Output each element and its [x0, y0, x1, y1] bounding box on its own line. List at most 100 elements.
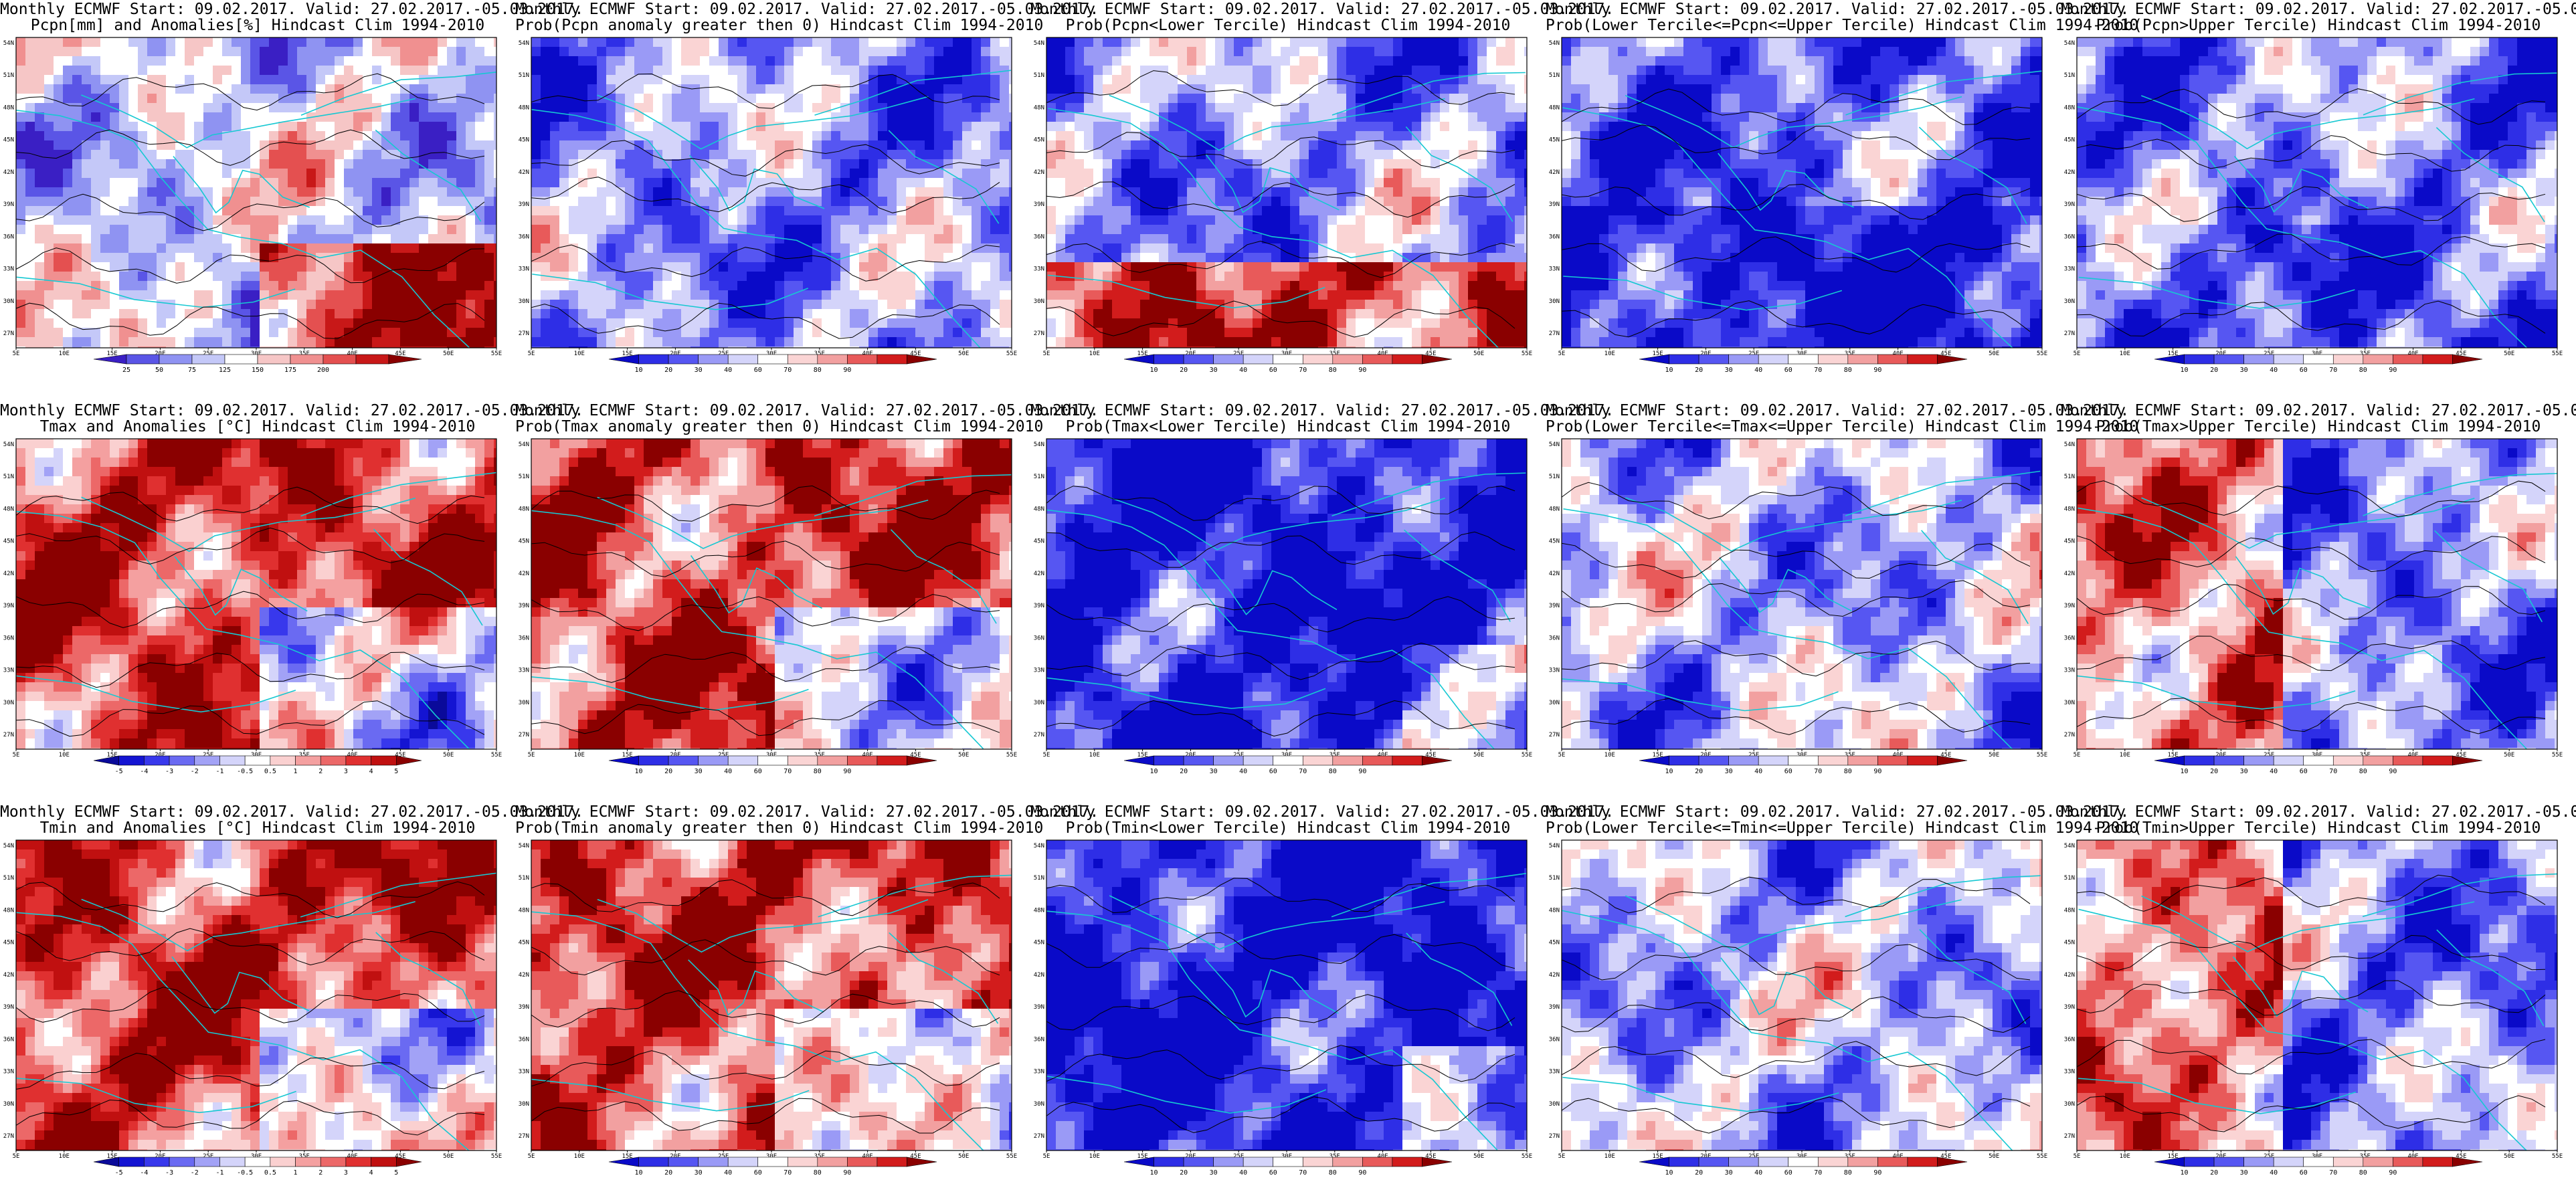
lon-tick-label: 25E	[2264, 752, 2274, 759]
colorbar-label: 80	[1844, 768, 1852, 775]
colorbar: 10 20 30 40 60 70 80 90	[1123, 1157, 1453, 1177]
lat-tick-label: 33N	[1549, 668, 1560, 674]
lon-tick-label: 55E	[1522, 752, 1532, 759]
lon-tick-label: 45E	[2456, 752, 2466, 759]
lon-tick-label: 15E	[2167, 1153, 2178, 1160]
colorbar-label: 20	[664, 367, 672, 374]
lat-tick-label: 36N	[2064, 635, 2075, 641]
lon-tick-label: 45E	[1425, 1153, 1436, 1160]
lat-tick-label: 33N	[2064, 266, 2075, 273]
lat-tick-label: 45N	[3, 137, 14, 144]
lon-tick-label: 25E	[718, 752, 729, 759]
lat-tick-label: 54N	[3, 40, 14, 47]
lat-tick-label: 27N	[2064, 330, 2075, 337]
lon-tick-label: 10E	[59, 752, 70, 759]
lat-tick-label: 51N	[3, 474, 14, 480]
lat-tick-label: 39N	[1034, 201, 1044, 208]
lat-tick-label: 51N	[1549, 875, 1560, 882]
lat-tick-label: 42N	[1549, 972, 1560, 979]
colorbar-label: 20	[664, 768, 672, 775]
lon-tick-label: 15E	[622, 1153, 632, 1160]
lon-tick-label: 45E	[910, 1153, 921, 1160]
lon-tick-label: 40E	[862, 1153, 872, 1160]
lat-tick-label: 39N	[1034, 1004, 1044, 1011]
lat-tick-label: 39N	[1549, 1004, 1560, 1011]
lat-tick-label: 45N	[1034, 940, 1044, 946]
lon-tick-label: 35E	[2360, 752, 2371, 759]
precip-probability-map: 5E 10E 15E 20E 25E 30E 35E 40E 45E 50E 55E 54N 51N 48…	[2064, 37, 2563, 374]
lon-tick-label: 40E	[1892, 350, 1903, 357]
lon-tick-label: 15E	[2167, 752, 2178, 759]
shaded-field	[531, 37, 1012, 348]
colorbar-label: 40	[724, 1169, 732, 1177]
lon-tick-label: 10E	[1604, 350, 1615, 357]
lat-tick-label: 51N	[1034, 474, 1044, 480]
lat-tick-label: 48N	[1549, 907, 1560, 914]
shaded-field	[531, 439, 1012, 749]
colorbar: -5 -4 -3 -2 -1 -0.5 0.5 1 2 3 4 5	[93, 1157, 422, 1177]
colorbar-label: -0.5	[237, 768, 253, 775]
panel-title-run: Monthly ECMWF Start: 09.02.2017. Valid: …	[0, 1, 583, 17]
colorbar: 10 20 30 40 60 70 80 90	[1123, 354, 1453, 374]
lon-tick-label: 40E	[347, 1153, 357, 1160]
lat-tick-label: 48N	[1034, 907, 1044, 914]
shaded-field	[1046, 840, 1527, 1150]
contour-overlay	[1562, 482, 2031, 735]
lon-tick-label: 50E	[958, 350, 969, 357]
lat-tick-label: 42N	[519, 571, 529, 577]
lon-tick-label: 10E	[574, 1153, 585, 1160]
lon-tick-label: 15E	[1137, 752, 1147, 759]
lon-tick-label: 20E	[670, 350, 680, 357]
lat-tick-label: 30N	[1549, 1101, 1560, 1108]
colorbar-label: 20	[2210, 768, 2218, 775]
lon-tick-label: 20E	[155, 752, 165, 759]
lon-tick-label: 15E	[1652, 350, 1663, 357]
lon-tick-label: 55E	[2552, 1153, 2563, 1160]
colorbar-label: -5	[115, 768, 123, 775]
lat-tick-label: 36N	[3, 233, 14, 240]
lat-tick-label: 51N	[3, 875, 14, 882]
lat-tick-label: 39N	[1549, 201, 1560, 208]
lon-tick-label: 45E	[2456, 350, 2466, 357]
colorbar-label: 40	[2270, 1169, 2278, 1177]
lon-tick-label: 50E	[958, 752, 969, 759]
lon-tick-label: 30E	[1797, 752, 1807, 759]
lon-tick-label: 30E	[766, 752, 777, 759]
panel-title-run: Monthly ECMWF Start: 09.02.2017. Valid: …	[1030, 403, 1614, 419]
lon-tick-label: 40E	[347, 350, 357, 357]
lat-tick-label: 33N	[3, 266, 14, 273]
lon-tick-label: 5E	[528, 1153, 535, 1160]
colorbar-label: 10	[1665, 768, 1673, 775]
colorbar-label: 50	[155, 367, 163, 374]
lon-tick-label: 20E	[670, 752, 680, 759]
lat-tick-label: 48N	[1034, 506, 1044, 512]
colorbar-label: 10	[635, 768, 643, 775]
lon-tick-label: 30E	[2312, 350, 2322, 357]
panel-title-field: Prob(Pcpn<Lower Tercile) Hindcast Clim 1…	[1030, 17, 1546, 33]
colorbar: 10 20 30 40 60 70 80 90	[1123, 755, 1453, 775]
lat-tick-label: 36N	[2064, 1036, 2075, 1043]
colorbar-label: 80	[1329, 367, 1337, 374]
lon-tick-label: 45E	[1940, 752, 1951, 759]
lon-tick-label: 35E	[1329, 350, 1340, 357]
lat-tick-label: 54N	[2064, 441, 2075, 448]
lat-tick-label: 48N	[3, 104, 14, 111]
lat-tick-label: 54N	[1034, 40, 1044, 47]
contour-overlay	[1562, 88, 2031, 338]
colorbar-label: 1	[294, 1169, 298, 1177]
colorbar-label: 80	[814, 367, 822, 374]
lon-tick-label: 50E	[443, 752, 454, 759]
coastline-overlay	[16, 472, 496, 749]
coastline-overlay	[1047, 72, 1526, 348]
colorbar-label: 0.5	[264, 1169, 276, 1177]
contour-overlay	[1562, 876, 2031, 1134]
lon-tick-label: 20E	[155, 1153, 165, 1160]
temperature-probability-map: 5E 10E 15E 20E 25E 30E 35E 40E 45E 50E 55E 54N 51N 48…	[519, 438, 1017, 775]
lon-tick-label: 25E	[1748, 350, 1759, 357]
lat-tick-label: 42N	[1549, 169, 1560, 176]
lat-tick-label: 54N	[1549, 441, 1560, 448]
lat-tick-label: 30N	[1034, 700, 1044, 706]
panel-title-field: Prob(Lower Tercile<=Tmax<=Upper Tercile)…	[1546, 419, 2138, 435]
temperature-probability-map: 5E 10E 15E 20E 25E 30E 35E 40E 45E 50E 55E 54N 51N 48…	[2064, 839, 2563, 1177]
colorbar-label: 60	[754, 768, 762, 775]
